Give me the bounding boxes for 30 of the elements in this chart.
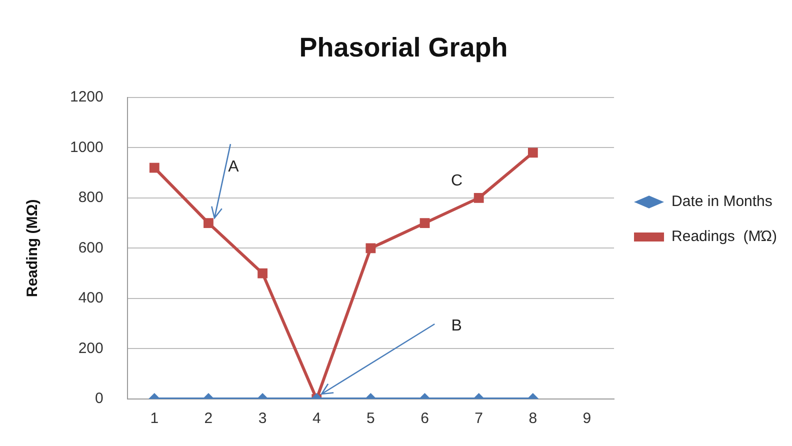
x-tick-label: 1 [150, 410, 159, 428]
y-axis-title: Reading (MΩ) [24, 199, 42, 298]
x-tick-label: 2 [204, 410, 213, 428]
y-tick-label: 800 [78, 189, 104, 206]
x-tick-label: 4 [312, 410, 321, 428]
annotation: C [451, 172, 463, 190]
y-tick-label: 1000 [70, 138, 104, 156]
x-tick-label: 5 [366, 410, 375, 428]
point [204, 218, 214, 228]
y-tick-label: 600 [78, 239, 104, 256]
y-tick-label: 200 [78, 340, 104, 357]
point [258, 268, 268, 278]
legend-label: Date in Months [672, 193, 772, 210]
x-tick-label: 7 [474, 410, 484, 428]
annotation: B [451, 317, 462, 334]
y-tick-label: 1200 [70, 88, 104, 106]
point [474, 192, 484, 203]
x-tick-label: 3 [258, 410, 267, 428]
chart-title: Phasorial Graph [299, 32, 508, 63]
point [528, 148, 538, 158]
x-tick-label: 9 [582, 410, 592, 428]
point [366, 243, 376, 254]
legend-label: Readings (MΏ) [672, 228, 778, 246]
x-tick-label: 8 [528, 410, 538, 428]
y-tick-label: 0 [95, 390, 104, 408]
y-tick-label: 400 [78, 290, 104, 307]
point [420, 218, 430, 228]
x-tick-label: 6 [420, 410, 429, 428]
annotation: A [228, 158, 240, 176]
point [149, 162, 160, 173]
